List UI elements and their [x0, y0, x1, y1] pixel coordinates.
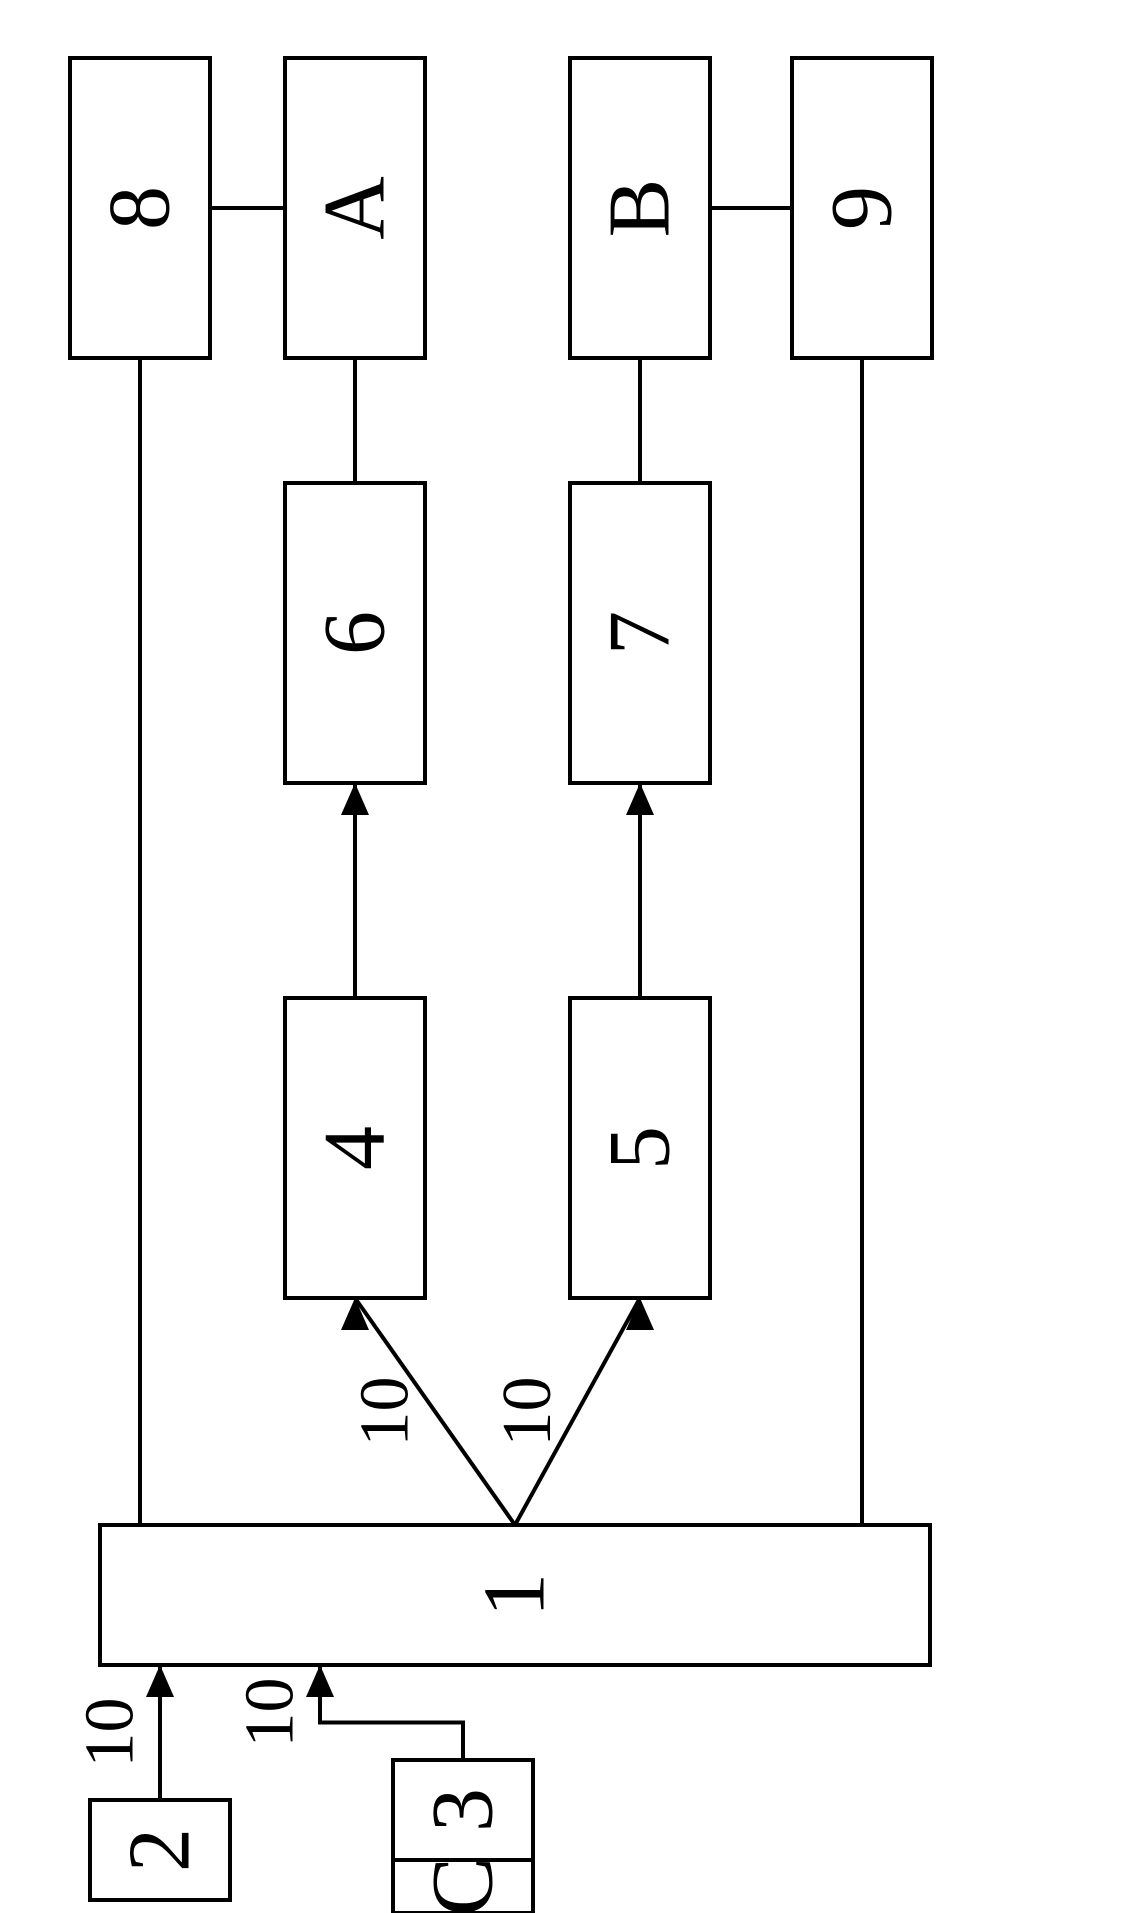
edge-label-n1-n3: 10	[232, 1678, 309, 1748]
edge-n1-n3	[320, 1665, 463, 1760]
edge-n8-n1	[100, 358, 140, 1595]
edge-label-n1-n2: 10	[72, 1698, 149, 1768]
edge-label-n4-n1: 10	[347, 1377, 424, 1447]
box-label-nB: B	[592, 179, 689, 238]
box-label-n4: 4	[307, 1126, 404, 1170]
box-label-n2: 2	[112, 1828, 209, 1872]
box-label-n9: 9	[814, 186, 911, 230]
edge-n9-n1	[862, 358, 930, 1595]
boxes-layer: 8 A B 9 6 7 4 5 1 2 3 C	[70, 58, 932, 1913]
box-label-n1: 1	[467, 1573, 564, 1617]
box-label-n3: 3	[415, 1788, 512, 1832]
box-label-nA: A	[307, 176, 404, 240]
box-label-n7: 7	[592, 611, 689, 655]
box-label-n5: 5	[592, 1126, 689, 1170]
box-label-n8: 8	[92, 186, 189, 230]
box-label-nC: C	[415, 1857, 512, 1913]
box-label-n6: 6	[307, 611, 404, 655]
edge-label-n5-n1: 10	[489, 1377, 566, 1447]
